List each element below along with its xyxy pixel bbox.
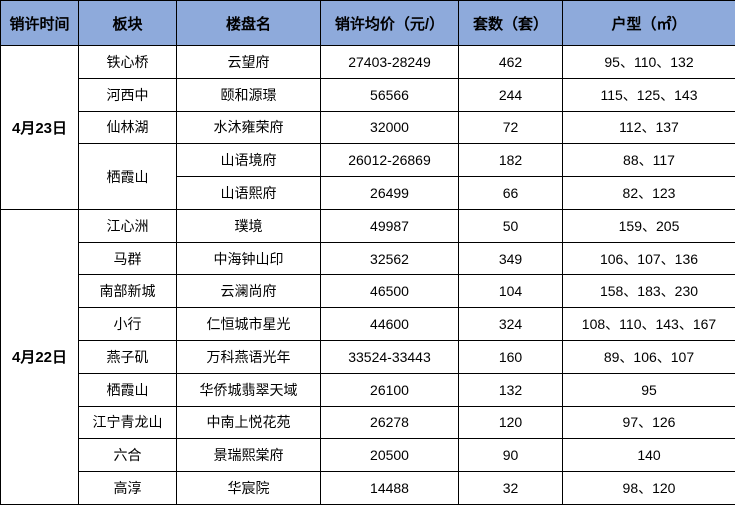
unit-count-cell: 182 [458,143,563,178]
unit-count-cell: 244 [458,77,563,112]
project-name-cell: 山语熙府 [176,176,321,210]
table-row: 栖霞山 山语境府 26012-26869 182 88、117 [1,143,735,210]
plate-cell: 六合 [78,438,177,473]
project-name-cell: 璞境 [176,208,321,243]
project-name-cell: 山语境府 [176,143,321,178]
layouts-cell: 112、137 [562,110,735,145]
plate-cell: 马群 [78,241,177,276]
unit-count-cell: 120 [458,405,563,440]
table-row: 栖霞山 华侨城翡翠天域 26100 132 95 [1,372,735,407]
project-name-cell: 景瑞熙棠府 [176,438,321,473]
table-row: 小行 仁恒城市星光 44600 324 108、110、143、167 [1,307,735,342]
avg-price-cell: 26278 [320,405,459,440]
avg-price-cell: 32562 [320,241,459,276]
plate-cell: 栖霞山 [78,372,177,407]
table-body: 4月23日 铁心桥 云望府 27403-28249 462 95、110、132… [0,45,735,505]
layouts-cell: 108、110、143、167 [562,307,735,342]
unit-count-cell: 90 [458,438,563,473]
header-cell-unit-count: 套数（套） [458,0,563,46]
layouts-cell: 106、107、136 [562,241,735,276]
avg-price-cell: 32000 [320,110,459,145]
layouts-cell: 140 [562,438,735,473]
table-row: 山语熙府 26499 66 82、123 [1,176,735,210]
table-row: 高淳 华宸院 14488 32 98、120 [1,471,735,505]
avg-price-cell: 44600 [320,307,459,342]
unit-count-cell: 462 [458,45,563,79]
project-name-cell: 万科燕语光年 [176,340,321,374]
header-row: 销许时间 板块 楼盘名 销许均价（元/） 套数（套） 户型（㎡） [0,0,735,46]
table-row: 4月23日 铁心桥 云望府 27403-28249 462 95、110、132 [0,45,735,210]
unit-count-cell: 72 [458,110,563,145]
unit-count-cell: 324 [458,307,563,342]
unit-count-cell: 132 [458,372,563,407]
unit-count-cell: 160 [458,340,563,374]
layouts-cell: 159、205 [562,208,735,243]
project-name-cell: 仁恒城市星光 [176,307,321,342]
unit-count-cell: 349 [458,241,563,276]
table-row: 南部新城 云澜尚府 46500 104 158、183、230 [1,274,735,309]
avg-price-cell: 49987 [320,208,459,243]
avg-price-cell: 56566 [320,77,459,112]
plate-cell: 江心洲 [78,208,177,243]
avg-price-cell: 33524-33443 [320,340,459,374]
layouts-cell: 115、125、143 [562,77,735,112]
unit-count-cell: 50 [458,208,563,243]
plate-cell: 仙林湖 [78,110,177,145]
project-name-cell: 颐和源璟 [176,77,321,112]
project-name-cell: 华宸院 [176,471,321,505]
plate-cell: 铁心桥 [78,45,177,79]
layouts-cell: 95、110、132 [562,45,735,79]
avg-price-cell: 26499 [320,176,459,210]
table-row: 江宁青龙山 中南上悦花苑 26278 120 97、126 [1,405,735,440]
header-cell-layouts: 户型（㎡） [562,0,735,46]
plate-cell: 河西中 [78,77,177,112]
table-row: 燕子矶 万科燕语光年 33524-33443 160 89、106、107 [1,340,735,374]
header-cell-plate: 板块 [78,0,177,46]
plate-cell-merged: 栖霞山 [78,143,177,210]
project-name-cell: 中南上悦花苑 [176,405,321,440]
table-row: 马群 中海钟山印 32562 349 106、107、136 [1,241,735,276]
date-cell-apr23: 4月23日 [0,45,79,210]
avg-price-cell: 26012-26869 [320,143,459,178]
layouts-cell: 95 [562,372,735,407]
date-cell-apr22: 4月22日 [0,208,79,505]
table-header: 销许时间 板块 楼盘名 销许均价（元/） 套数（套） 户型（㎡） [0,0,735,46]
unit-count-cell: 104 [458,274,563,309]
plate-cell: 燕子矶 [78,340,177,374]
header-cell-project-name: 楼盘名 [176,0,321,46]
table-row: 4月22日 江心洲 璞境 49987 50 159、205 [0,208,735,505]
project-name-cell: 云望府 [176,45,321,79]
plate-cell: 江宁青龙山 [78,405,177,440]
layouts-cell: 88、117 [562,143,735,178]
header-cell-permit-time: 销许时间 [0,0,79,46]
avg-price-cell: 27403-28249 [320,45,459,79]
header-cell-avg-price: 销许均价（元/） [320,0,459,46]
table-row: 仙林湖 水沐雍荣府 32000 72 112、137 [1,110,735,145]
layouts-cell: 158、183、230 [562,274,735,309]
layouts-cell: 97、126 [562,405,735,440]
unit-count-cell: 32 [458,471,563,505]
table-row: 六合 景瑞熙棠府 20500 90 140 [1,438,735,473]
project-name-cell: 华侨城翡翠天域 [176,372,321,407]
avg-price-cell: 46500 [320,274,459,309]
plate-cell: 小行 [78,307,177,342]
avg-price-cell: 14488 [320,471,459,505]
plate-cell: 高淳 [78,471,177,505]
project-name-cell: 中海钟山印 [176,241,321,276]
project-name-cell: 云澜尚府 [176,274,321,309]
layouts-cell: 98、120 [562,471,735,505]
layouts-cell: 82、123 [562,176,735,210]
avg-price-cell: 20500 [320,438,459,473]
plate-cell: 南部新城 [78,274,177,309]
avg-price-cell: 26100 [320,372,459,407]
unit-count-cell: 66 [458,176,563,210]
project-name-cell: 水沐雍荣府 [176,110,321,145]
table-row: 河西中 颐和源璟 56566 244 115、125、143 [1,77,735,112]
layouts-cell: 89、106、107 [562,340,735,374]
